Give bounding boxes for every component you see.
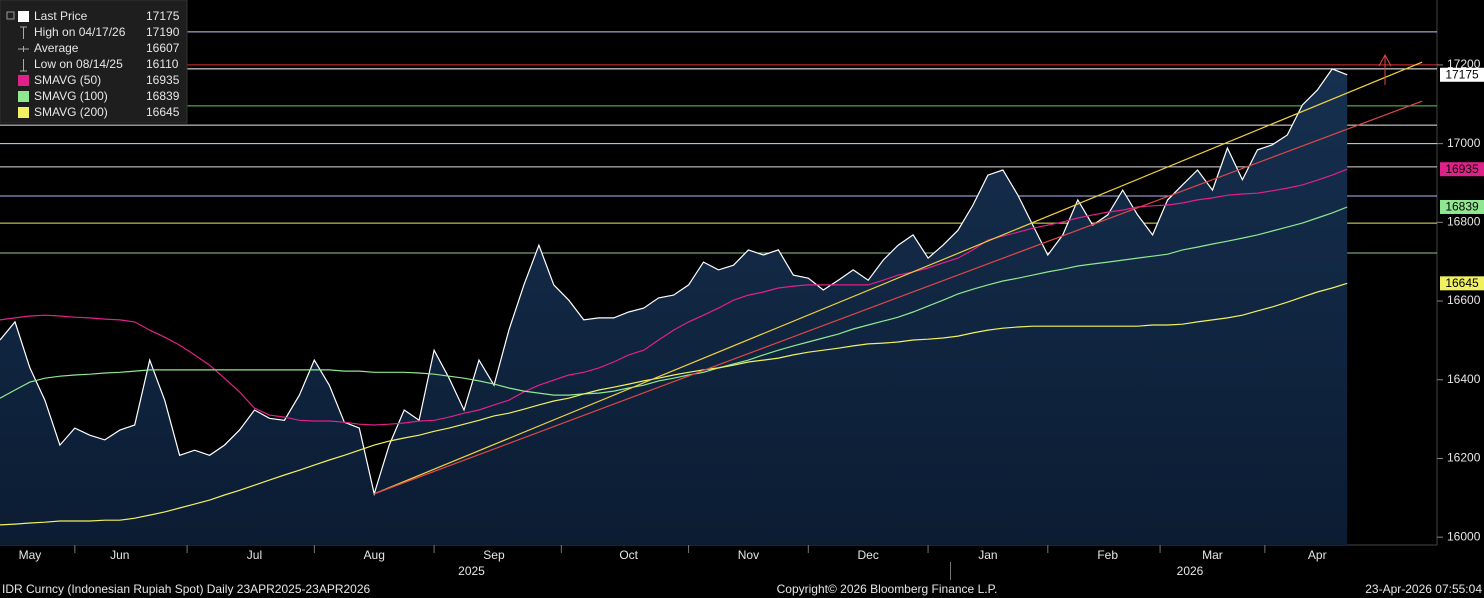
last-value-box [1440, 199, 1484, 214]
footer-right: 23-Apr-2026 07:55:04 [1365, 582, 1482, 596]
y-tick-label: 17200 [1447, 57, 1481, 71]
trend-line [374, 100, 1423, 495]
legend-swatch [18, 75, 29, 86]
legend-label: SMAVG (50) [34, 73, 101, 87]
x-tick-label: Feb [1097, 548, 1118, 562]
x-tick-label: Apr [1308, 548, 1327, 562]
legend-value: 16839 [146, 89, 180, 103]
legend-value: 16645 [146, 105, 180, 119]
last-value-label: 16935 [1445, 162, 1479, 176]
y-tick-label: 16200 [1447, 451, 1481, 465]
x-tick-label: Jul [247, 548, 262, 562]
x-tick-label: Sep [483, 548, 505, 562]
legend-value: 17190 [146, 25, 180, 39]
y-tick-label: 16600 [1447, 293, 1481, 307]
sma-line [0, 168, 1348, 426]
legend-value: 16110 [146, 57, 179, 71]
sma-line [0, 282, 1348, 526]
last-value-label: 16645 [1445, 276, 1479, 290]
sma-line [0, 206, 1348, 399]
last-value-box [1440, 162, 1484, 177]
x-tick-label: Jun [110, 548, 129, 562]
x-tick-label: Nov [738, 548, 759, 562]
footer-center: Copyright© 2026 Bloomberg Finance L.P. [777, 582, 998, 596]
legend-label: SMAVG (100) [34, 89, 108, 103]
y-tick-label: 16400 [1447, 372, 1481, 386]
price-line [0, 68, 1348, 497]
last-value-box [1440, 67, 1484, 82]
legend-value: 16607 [146, 41, 180, 55]
legend: Last Price 17175 High on 04/17/26 17190 Aver… [0, 0, 188, 124]
footer-left: IDR Curncy (Indonesian Rupiah Spot) Dail… [2, 582, 371, 596]
y-tick-label: 17000 [1447, 136, 1481, 150]
legend-collapse [6, 11, 15, 20]
y-tick-label: 16000 [1447, 529, 1481, 543]
legend-swatch [18, 107, 29, 118]
x-group-label: 2026 [1177, 564, 1204, 578]
last-value-label: 17175 [1445, 67, 1479, 81]
x-tick-label: Jan [978, 548, 997, 562]
legend-value: 16935 [146, 73, 180, 87]
legend-label: SMAVG (200) [34, 105, 108, 119]
legend-label: Average [34, 41, 79, 55]
x-tick-label: Oct [619, 548, 638, 562]
x-tick-label: Mar [1202, 548, 1223, 562]
legend-swatch [18, 11, 29, 22]
x-group-label: 2025 [458, 564, 485, 578]
y-tick-label: 16800 [1447, 215, 1481, 229]
price-area [0, 68, 1348, 546]
last-value-box [1440, 276, 1484, 291]
x-tick-label: Aug [364, 548, 385, 562]
legend-label: High on 04/17/26 [34, 25, 126, 39]
legend-label: Last Price [34, 9, 88, 23]
legend-box [0, 0, 188, 124]
last-value-label: 16839 [1445, 200, 1479, 214]
x-tick-label: Dec [858, 548, 879, 562]
x-tick-label: May [19, 548, 42, 562]
legend-label: Low on 08/14/25 [34, 57, 123, 71]
trend-line [373, 61, 1423, 495]
legend-swatch [18, 91, 29, 102]
legend-value: 17175 [146, 9, 180, 23]
